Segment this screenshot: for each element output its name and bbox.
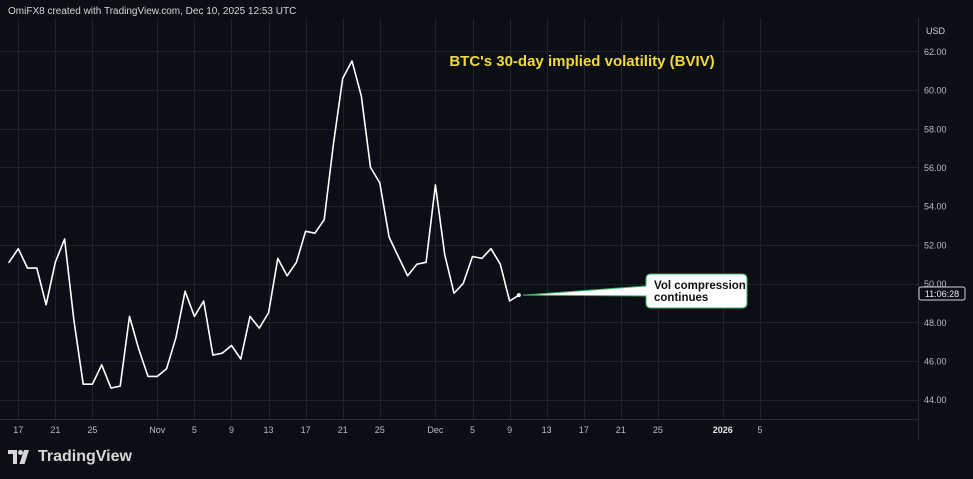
x-tick-label-0: 17 (13, 425, 23, 435)
bviv-line-chart[interactable]: 17 21 25 Nov 5 9 13 17 21 25 Dec 5 9 13 17 21 25 2026 5 44… (0, 0, 973, 440)
x-tick-label-3: Nov (149, 425, 166, 435)
x-tick-label-1: 21 (50, 425, 60, 435)
callout-line-2: continues (654, 292, 708, 304)
grid-lines (0, 18, 918, 419)
x-tick-label-14: 17 (579, 425, 589, 435)
series-last-point-0 (516, 293, 521, 298)
callout-bubble (522, 273, 748, 309)
x-tick-label-17: 2026 (713, 425, 733, 435)
y-tick-label-4: 52.00 (924, 240, 947, 250)
x-tick-label-11: 5 (470, 425, 475, 435)
footer-branding[interactable]: TradingView (8, 448, 132, 466)
annotation-callout: Vol compression continues (522, 273, 748, 309)
countdown-badge-box (918, 286, 966, 301)
x-tick-label-4: 5 (192, 425, 197, 435)
x-tick-label-5: 9 (229, 425, 234, 435)
y-tick-label-6: 56.00 (924, 163, 947, 173)
countdown-label: 11:06:28 (925, 289, 959, 299)
y-tick-label-5: 54.00 (924, 202, 947, 212)
chart-title: BTC's 30-day implied volatility (BVIV) (449, 53, 714, 70)
y-tick-label-8: 60.00 (924, 86, 947, 96)
x-tick-label-6: 13 (264, 425, 274, 435)
x-tick-label-8: 21 (338, 425, 348, 435)
x-axis-ticks: 17 21 25 Nov 5 9 13 17 21 25 Dec 5 9 13 17 21 25 2026 5 (13, 425, 762, 435)
chart-attribution: OmiFX8 created with TradingView.com, Dec… (8, 6, 297, 17)
x-tick-label-15: 21 (616, 425, 626, 435)
x-tick-label-10: Dec (427, 425, 444, 435)
y-tick-label-3: 50.00 (924, 279, 947, 289)
x-tick-label-9: 25 (375, 425, 385, 435)
y-tick-label-0: 44.00 (924, 395, 947, 405)
currency-label[interactable]: USD (926, 26, 946, 36)
x-tick-label-7: 17 (301, 425, 311, 435)
y-tick-label-7: 58.00 (924, 124, 947, 134)
footer-brand-text: TradingView (38, 448, 132, 465)
x-tick-label-2: 25 (87, 425, 97, 435)
x-tick-label-12: 9 (507, 425, 512, 435)
y-axis-ticks[interactable]: 44.00 46.00 48.00 50.00 52.00 54.00 56.00 58.00… (924, 47, 947, 405)
countdown-badge: 11:06:28 (918, 286, 966, 301)
x-tick-label-13: 13 (542, 425, 552, 435)
series-layer (8, 60, 521, 389)
y-tick-label-2: 48.00 (924, 318, 947, 328)
series-line-0 (8, 60, 520, 389)
y-tick-label-1: 46.00 (924, 356, 947, 366)
x-tick-label-16: 25 (653, 425, 663, 435)
x-tick-label-18: 5 (757, 425, 762, 435)
y-tick-label-9: 62.00 (924, 47, 947, 57)
tradingview-logo-icon (8, 450, 29, 464)
callout-line-1: Vol compression (654, 280, 746, 292)
